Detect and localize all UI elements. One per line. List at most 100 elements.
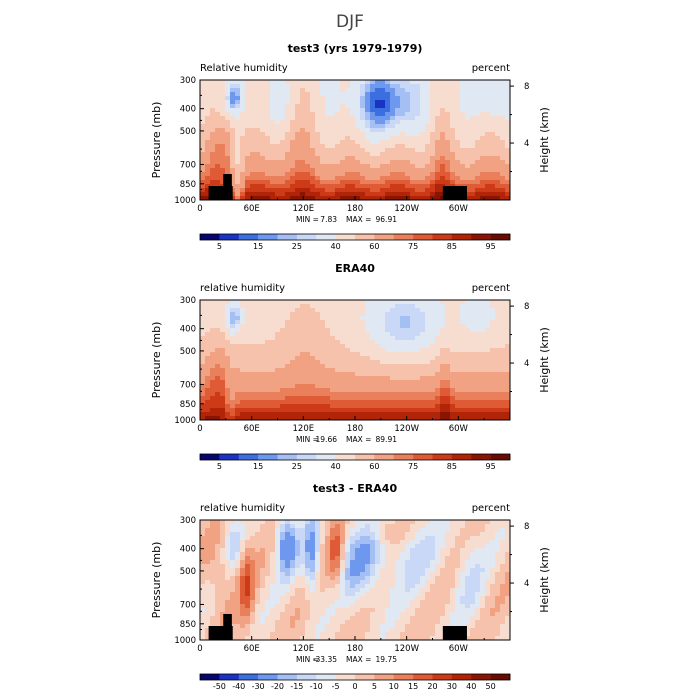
heatmap-cell (495, 364, 501, 369)
heatmap-cell (245, 596, 251, 601)
heatmap-cell (365, 580, 371, 585)
heatmap-cell (235, 108, 241, 113)
heatmap-cell (305, 332, 311, 337)
heatmap-cell (295, 580, 301, 585)
heatmap-cell (380, 624, 386, 629)
heatmap-cell (455, 144, 461, 149)
heatmap-cell (475, 304, 481, 309)
heatmap-cell (470, 416, 476, 421)
heatmap-cell (260, 628, 266, 633)
heatmap-cell (500, 400, 506, 405)
heatmap-cell (395, 136, 401, 141)
heatmap-cell (455, 156, 461, 161)
heatmap-cell (200, 332, 206, 337)
heatmap-cell (415, 328, 421, 333)
heatmap-cell (425, 108, 431, 113)
heatmap-cell (465, 340, 471, 345)
heatmap-cell (285, 620, 291, 625)
heatmap-cell (500, 344, 506, 349)
heatmap-cell (200, 112, 206, 117)
heatmap-cell (475, 392, 481, 397)
heatmap-cell (240, 636, 246, 641)
heatmap-cell (385, 160, 391, 165)
heatmap-cell (410, 148, 416, 153)
heatmap-cell (235, 332, 241, 337)
heatmap-cell (235, 576, 241, 581)
heatmap-cell (300, 616, 306, 621)
right-tick-label: 8 (524, 302, 529, 312)
heatmap-cell (380, 520, 386, 525)
heatmap-cell (505, 328, 511, 333)
heatmap-cell (250, 180, 256, 185)
heatmap-cell (440, 168, 446, 173)
heatmap-cell (375, 104, 381, 109)
heatmap-cell (375, 188, 381, 193)
heatmap-cell (405, 188, 411, 193)
heatmap-cell (460, 352, 466, 357)
heatmap-cell (275, 156, 281, 161)
heatmap-cell (490, 188, 496, 193)
heatmap-cell (280, 96, 286, 101)
colorbar-swatch (471, 234, 491, 240)
heatmap-cell (450, 132, 456, 137)
heatmap-cell (470, 116, 476, 121)
heatmap-cell (295, 528, 301, 533)
heatmap-cell (415, 124, 421, 129)
heatmap-cell (470, 184, 476, 189)
heatmap-cell (355, 592, 361, 597)
heatmap-cell (275, 404, 281, 409)
heatmap-cell (205, 388, 211, 393)
heatmap-cell (305, 556, 311, 561)
heatmap-cell (335, 636, 341, 641)
heatmap-cell (370, 400, 376, 405)
heatmap-cell (395, 324, 401, 329)
heatmap-cell (395, 192, 401, 197)
heatmap-cell (370, 144, 376, 149)
heatmap-cell (480, 176, 486, 181)
heatmap-cell (300, 92, 306, 97)
heatmap-cell (365, 336, 371, 341)
heatmap-cell (410, 172, 416, 177)
colorbar-frame (199, 453, 511, 461)
heatmap-cell (260, 388, 266, 393)
heatmap-cell (290, 156, 296, 161)
heatmap-cell (465, 308, 471, 313)
heatmap-cell (440, 148, 446, 153)
heatmap-cell (295, 544, 301, 549)
heatmap-cell (320, 96, 326, 101)
heatmap-cell (275, 84, 281, 89)
heatmap-cell (255, 388, 261, 393)
heatmap-cell (460, 156, 466, 161)
heatmap-cell (225, 128, 231, 133)
heatmap-cell (320, 352, 326, 357)
heatmap-cell (300, 620, 306, 625)
heatmap-cell (475, 116, 481, 121)
heatmap-cell (365, 368, 371, 373)
heatmap-cell (485, 136, 491, 141)
heatmap-cell (315, 396, 321, 401)
heatmap-cell (345, 332, 351, 337)
heatmap-cell (310, 624, 316, 629)
heatmap-cell (505, 308, 511, 313)
heatmap-cell (390, 332, 396, 337)
heatmap-cell (200, 152, 206, 157)
heatmap-cell (295, 540, 301, 545)
heatmap-cell (290, 312, 296, 317)
heatmap-cell (230, 612, 236, 617)
heatmap-cell (470, 400, 476, 405)
heatmap-cell (320, 92, 326, 97)
heatmap-cell (325, 84, 331, 89)
panel-title: ERA40 (335, 262, 375, 275)
heatmap-cell (270, 88, 276, 93)
heatmap-cell (435, 176, 441, 181)
heatmap-cell (360, 84, 366, 89)
heatmap-cell (315, 584, 321, 589)
heatmap-cell (300, 580, 306, 585)
heatmap-cell (275, 616, 281, 621)
heatmap-cell (235, 604, 241, 609)
heatmap-cell (345, 324, 351, 329)
heatmap-cell (210, 84, 216, 89)
heatmap-cell (260, 396, 266, 401)
heatmap-cell (330, 324, 336, 329)
heatmap-cell (275, 304, 281, 309)
